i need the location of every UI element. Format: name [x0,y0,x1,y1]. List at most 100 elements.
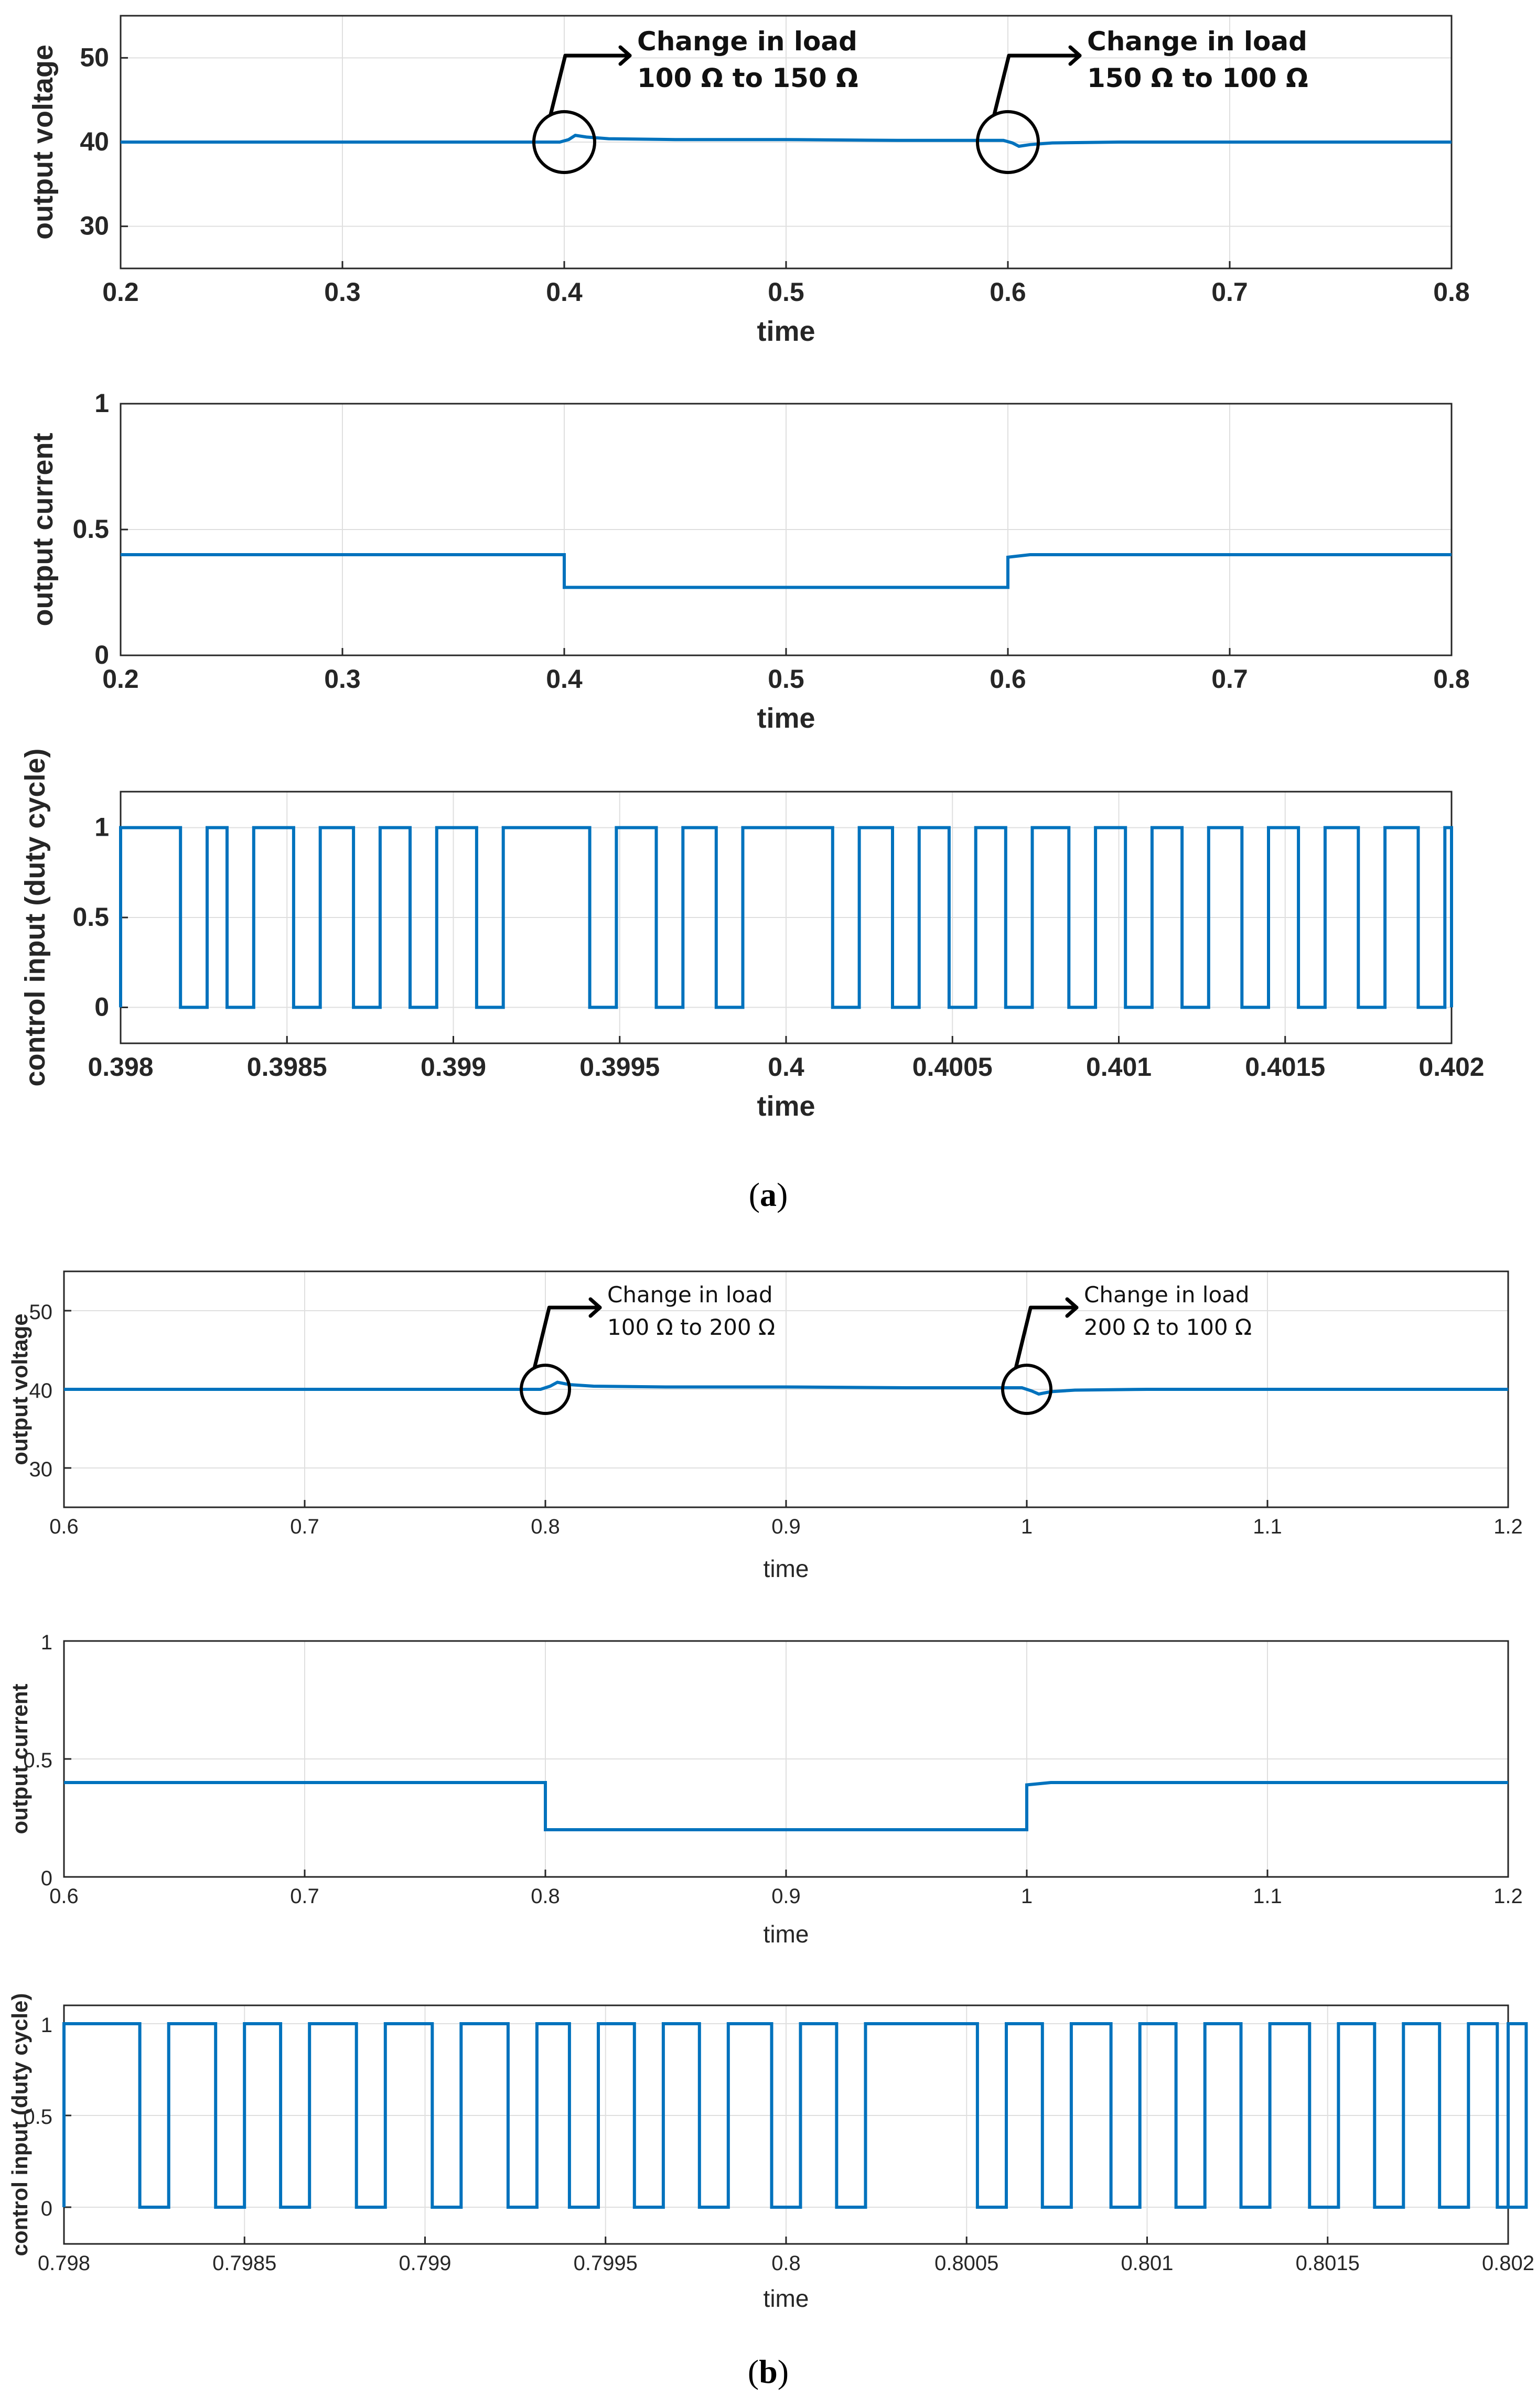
y-tick-label: 1 [94,813,109,842]
x-tick-label: 0.6 [990,277,1026,307]
chart-b-output-4: 0.6 0.7 0.8 0.9 1 1.1 1.2 0 0.5 1 time output curre… [7,1631,1523,1948]
x-tick-label: 0.5 [768,664,804,694]
y-axis-label: output current [7,1684,32,1834]
x-tick-label: 0.5 [768,277,804,307]
y-tick-label: 1 [41,1631,52,1654]
annotation-line2: 150 Ω to 100 Ω [1087,63,1308,93]
x-tick-label: 0.7 [290,1515,319,1538]
caption-b: (b) [748,2353,789,2390]
x-tick-label: 0.4005 [912,1052,993,1082]
x-tick-label: 0.6 [990,664,1026,694]
y-tick-label: 0.5 [23,2105,52,2129]
y-tick-label: 50 [80,42,109,72]
annotation-line1: Change in load [607,1282,773,1308]
x-tick-label: 0.7 [290,1885,319,1908]
annotation-line2: 100 Ω to 200 Ω [607,1314,775,1340]
y-axis-label: output current [27,433,59,627]
y-tick-label: 0.5 [72,514,109,544]
x-tick-label: 0.802 [1482,2252,1534,2275]
x-tick-label: 0.3985 [247,1052,327,1082]
arrowhead-icon [588,1297,602,1318]
arrowhead-icon [1068,45,1082,66]
annotation-line1: Change in load [1087,26,1307,57]
x-tick-label: 1 [1021,1885,1033,1908]
x-tick-label: 0.7 [1211,277,1248,307]
y-axis-label: control input (duty cycle) [7,1993,32,2256]
series-line-0 [64,1781,1508,1831]
chart-a-output-0: 0.2 0.3 0.4 0.5 0.6 0.7 0.8 30 40 50 time output vo… [27,15,1470,347]
series-line-0 [119,826,1453,1009]
x-tick-label: 0.8015 [1296,2252,1360,2275]
load-change-annotation: Change in load 200 Ω to 100 Ω [1001,1282,1252,1415]
x-tick-label: 0.7985 [212,2252,276,2275]
y-tick-label: 1 [41,2014,52,2037]
caption-a: (a) [749,1176,788,1213]
y-tick-label: 30 [29,1458,53,1481]
annotation-line1: Change in load [1084,1282,1250,1308]
plot-frame [63,1640,1509,1878]
y-tick-label: 0 [94,992,109,1021]
y-tick-label: 40 [29,1379,53,1402]
y-tick-label: 0.5 [72,902,109,932]
x-tick-label: 1.1 [1253,1515,1282,1538]
x-axis-label: time [757,1090,815,1122]
annotation-line2: 200 Ω to 100 Ω [1084,1314,1252,1340]
x-tick-label: 0.4015 [1245,1052,1325,1082]
x-tick-label: 0.7995 [574,2252,638,2275]
x-tick-label: 0.2 [102,277,139,307]
arrow-icon [992,53,1082,117]
caption-letter: b [759,2353,778,2390]
y-tick-label: 0.5 [23,1749,52,1772]
annotation-line2: 100 Ω to 150 Ω [637,63,858,93]
y-axis-label: output voltage [7,1313,32,1465]
series-line-0 [121,133,1452,148]
x-axis-label: time [764,1920,809,1948]
x-tick-label: 0.8 [531,1515,560,1538]
x-tick-label: 1 [1021,1515,1033,1538]
y-tick-label: 30 [80,211,109,241]
marker-circle [532,110,596,174]
x-tick-label: 0.3 [324,664,361,694]
x-tick-label: 0.9 [771,1885,801,1908]
x-tick-label: 0.7 [1211,664,1248,694]
arrow-icon [1014,1305,1079,1370]
arrowhead-icon [618,45,632,66]
y-axis-label: control input (duty cycle) [19,748,51,1086]
series-line-0 [62,2022,1528,2209]
y-tick-label: 0 [94,640,109,670]
x-tick-label: 0.801 [1121,2252,1173,2275]
marker-circle [1001,1364,1052,1415]
y-tick-label: 0 [41,1867,52,1890]
x-tick-label: 1.2 [1493,1515,1523,1538]
y-tick-label: 50 [29,1301,53,1324]
x-axis-label: time [764,2285,809,2312]
x-tick-label: 0.401 [1086,1052,1152,1082]
x-tick-label: 0.8005 [934,2252,998,2275]
series-line-0 [64,1380,1508,1396]
arrow-icon [532,1305,602,1370]
x-tick-label: 0.9 [771,1515,801,1538]
y-tick-label: 1 [94,388,109,418]
x-tick-label: 0.799 [399,2252,451,2275]
chart-b-control-5: 0.798 0.7985 0.799 0.7995 0.8 0.8005 0.801 0.80… [7,1993,1534,2312]
x-tick-label: 0.399 [421,1052,486,1082]
x-tick-label: 0.4 [546,664,583,694]
x-tick-label: 0.402 [1418,1052,1484,1082]
plot-frame [120,403,1453,656]
x-axis-label: time [764,1555,809,1582]
load-change-annotation: Change in load 100 Ω to 200 Ω [520,1282,775,1415]
arrowhead-icon [1065,1297,1079,1318]
x-tick-label: 0.8 [1433,664,1470,694]
load-change-annotation: Change in load 150 Ω to 100 Ω [976,26,1308,174]
x-tick-label: 1.2 [1493,1885,1523,1908]
annotation-line1: Change in load [637,26,857,57]
x-tick-label: 0.798 [38,2252,90,2275]
x-tick-label: 0.6 [49,1515,79,1538]
x-tick-label: 0.6 [49,1885,79,1908]
caption-letter: a [760,1176,777,1213]
x-axis-label: time [757,316,815,347]
x-tick-label: 1.1 [1253,1885,1282,1908]
x-tick-label: 0.398 [88,1052,153,1082]
x-tick-label: 0.3995 [579,1052,660,1082]
